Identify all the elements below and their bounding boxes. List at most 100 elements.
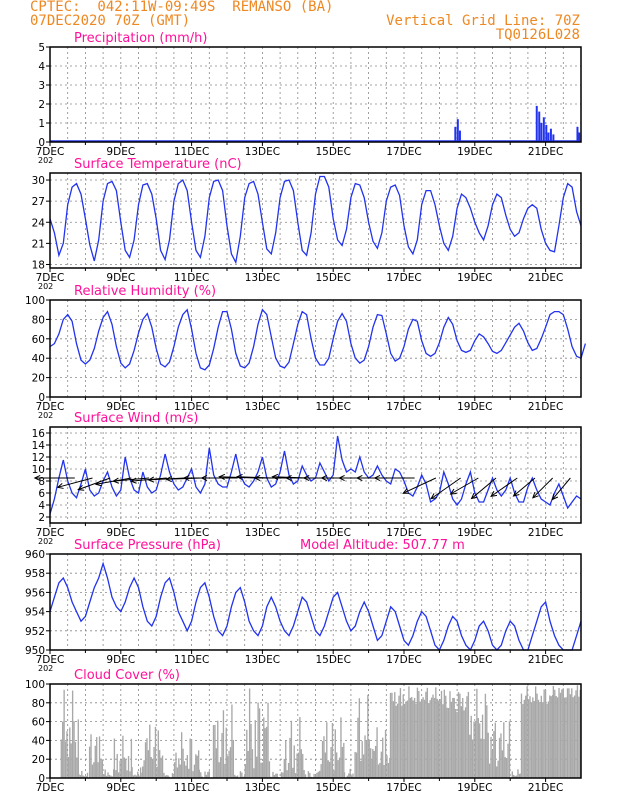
cloud-bar (239, 771, 242, 778)
cloud-bar (459, 693, 461, 778)
cloud-bar (430, 697, 433, 778)
cloud-bar (76, 757, 78, 778)
cloud-bar (258, 708, 261, 778)
precip-bar (545, 124, 548, 142)
cloud-bar (143, 760, 145, 778)
cloud-bar (419, 701, 421, 778)
cloud-bar (361, 741, 363, 778)
wind-arrow-head (235, 473, 243, 480)
cloud-bar (428, 703, 430, 778)
cloud-bar (558, 687, 560, 778)
cloud-bar (456, 712, 458, 778)
cloud-bar (437, 700, 440, 778)
cloud-bar (549, 695, 551, 778)
cloud-bar (236, 775, 239, 778)
wind-arrow (551, 477, 571, 500)
cloud-bar (496, 766, 498, 778)
wind-title: Surface Wind (m/s) (74, 411, 198, 426)
cloud-bar (346, 775, 349, 778)
cloud-bar (527, 699, 530, 778)
temp-ytick-label: 30 (32, 175, 45, 187)
cloud-bar (85, 776, 87, 778)
rh-frame (49, 299, 582, 398)
cloud-bar (338, 757, 341, 778)
cloud-bar (299, 716, 301, 778)
precip-bar (576, 126, 579, 142)
cloud-bar (520, 693, 523, 778)
precip-bar (458, 130, 461, 142)
wind-xtick-label: 7DEC (36, 527, 65, 539)
cloud-bar (64, 741, 67, 778)
cloud-bar (79, 775, 82, 778)
cloud-bar (110, 775, 112, 778)
cloud-bar (228, 750, 230, 778)
cloud-bar (543, 689, 545, 778)
cloud-bar (62, 721, 64, 778)
rh-ytick-label: 80 (32, 314, 45, 326)
precip-ytick-label: 1 (38, 118, 45, 130)
header-date: 07DEC2020 70Z (GMT) (30, 13, 191, 29)
wind-arrow-head (302, 474, 310, 482)
cloud-bar (402, 694, 404, 778)
cloud-bar (286, 770, 288, 778)
pressure-ytick-label: 952 (25, 626, 45, 638)
cloud-bar (550, 696, 552, 778)
precip-bar (547, 132, 550, 142)
cloud-bar (93, 762, 95, 778)
wind-arrow-head (430, 493, 438, 500)
cloud-bar (453, 697, 455, 778)
cloud-bar (248, 688, 251, 778)
cloud-bar (144, 742, 147, 778)
precip-bar (456, 119, 459, 142)
temp-series-line (49, 175, 582, 265)
cloud-bar (539, 702, 541, 778)
wind-arrow (113, 477, 150, 482)
cloud-bar (508, 721, 511, 778)
wind-arrow-head (129, 477, 137, 484)
pressure-xtick-label: 9DEC (106, 654, 135, 666)
cloud-bar (173, 762, 176, 778)
cloud-bar (197, 750, 200, 778)
cloud-bar (380, 751, 382, 778)
cloud-bar (71, 690, 74, 778)
cloud-bar (91, 764, 94, 778)
rh-xtick-label: 19DEC (457, 401, 492, 413)
cloud-bar (113, 769, 115, 778)
precip-bar (538, 111, 541, 142)
cloud-bar (447, 707, 450, 778)
cloud-bar (460, 706, 462, 778)
cloud-bar (280, 772, 283, 778)
cloud-bar (471, 739, 474, 778)
pressure-ytick-label: 958 (25, 568, 45, 580)
cloud-bar (290, 720, 293, 778)
precip-ytick-label: 5 (38, 42, 45, 54)
cloud-bar (571, 688, 573, 778)
temp-xtick-label: 11DEC (174, 272, 209, 284)
cloud-bar (90, 734, 92, 778)
rh-xtick-label: 11DEC (174, 401, 209, 413)
cloud-bar (241, 772, 243, 778)
cloud-bar (313, 773, 315, 778)
pressure-xtick-label: 15DEC (315, 654, 350, 666)
cloud-bar (188, 768, 190, 778)
cloud-bar (130, 738, 133, 778)
cloud-xtick-label: 9DEC (106, 782, 135, 794)
wind-arrow-head (449, 488, 457, 495)
cloud-bar (147, 750, 150, 778)
cloud-bar (349, 768, 351, 778)
cloud-bar (498, 737, 501, 778)
cloud-bar (435, 687, 437, 778)
cloud-bar (246, 729, 248, 778)
cloud-bar (566, 688, 569, 778)
cloud-bar (131, 767, 133, 778)
cloud-bar (127, 756, 130, 778)
cloud-bar (218, 762, 220, 778)
cloud-bar (122, 735, 124, 778)
cloud-bar (235, 776, 237, 778)
cloud-bar (297, 752, 300, 778)
wind-arrow (532, 477, 554, 499)
cloud-bar (185, 765, 187, 778)
cloud-bar (103, 774, 105, 778)
temp-xtick-label: 17DEC (386, 272, 421, 284)
